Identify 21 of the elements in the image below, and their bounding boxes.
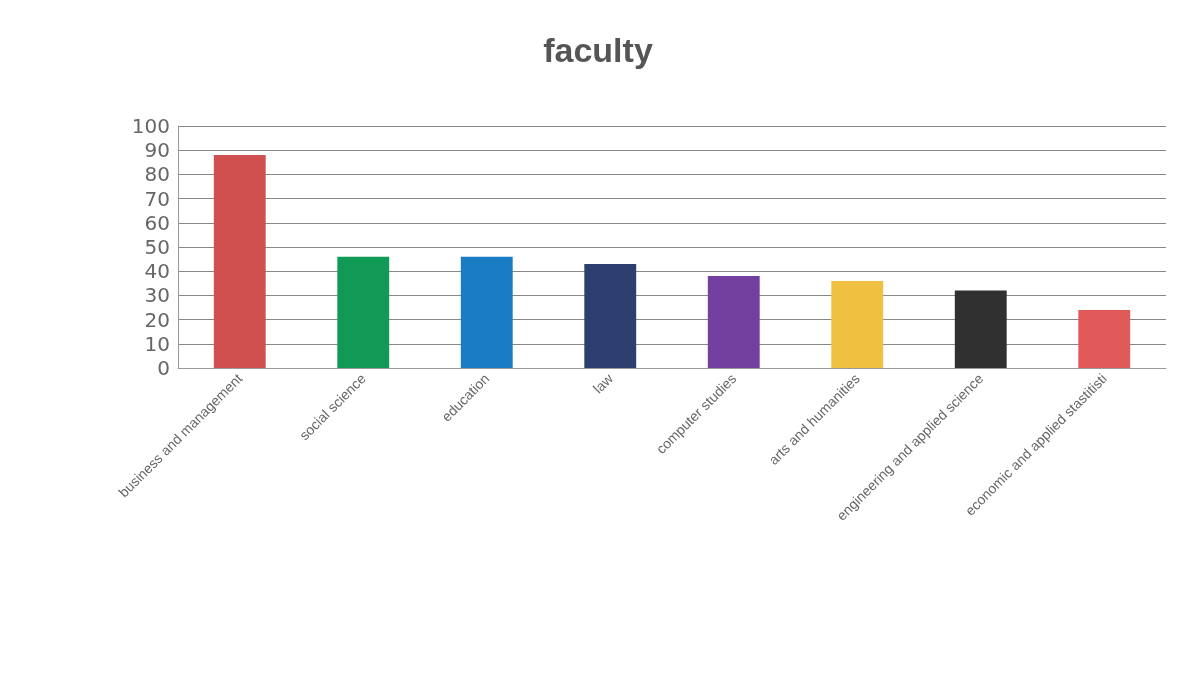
bar: [1078, 309, 1131, 368]
bar: [707, 276, 760, 368]
bar: [337, 256, 390, 368]
bar: [584, 263, 637, 368]
y-tick-label: 10: [144, 331, 170, 356]
bar: [831, 280, 884, 368]
y-tick-label: 60: [144, 210, 170, 235]
y-tick-label: 30: [144, 283, 170, 308]
y-tick-label: 20: [144, 307, 170, 332]
y-tick-label: 50: [144, 235, 170, 259]
chart-title: faculty: [543, 31, 653, 69]
bar: [213, 155, 266, 368]
bar: [460, 256, 513, 368]
y-tick-label: 70: [144, 186, 170, 211]
y-tick-label: 80: [144, 162, 170, 187]
y-tick-label: 0: [157, 356, 170, 380]
y-tick-label: 100: [131, 114, 170, 138]
bar: [954, 290, 1007, 368]
x-tick-label: law: [589, 369, 617, 397]
y-tick-label: 40: [144, 259, 170, 284]
y-tick-label: 90: [144, 138, 170, 163]
